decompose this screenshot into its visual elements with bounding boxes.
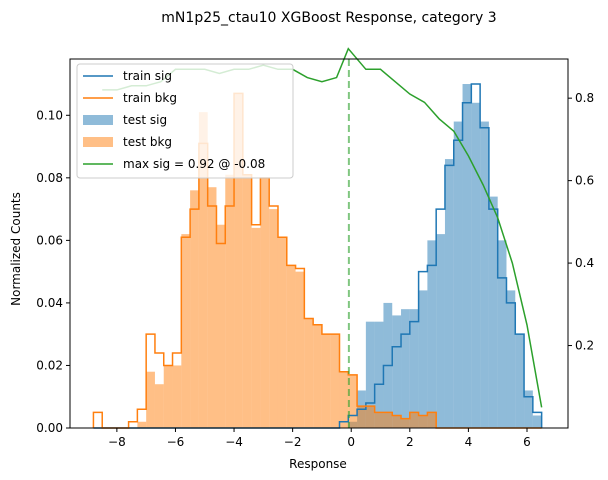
- hist-bar: [365, 406, 375, 428]
- chart-title: mN1p25_ctau10 XGBoost Response, category…: [161, 10, 496, 26]
- hist-bar: [146, 371, 155, 428]
- hist-bar: [365, 321, 375, 428]
- hist-bar: [339, 371, 349, 428]
- hist-bar: [190, 190, 199, 428]
- hist-bar: [401, 418, 410, 428]
- y2-tick-label: 0.2: [575, 339, 594, 353]
- hist-bar: [198, 112, 208, 429]
- hist-bar: [321, 334, 331, 428]
- hist-bar: [462, 84, 472, 428]
- hist-bar: [295, 271, 305, 428]
- y2-tick-label: 0.8: [575, 91, 594, 105]
- hist-bar: [137, 421, 147, 428]
- hist-bar: [409, 412, 419, 428]
- hist-bar: [418, 290, 428, 428]
- y-tick-label: 0.06: [36, 233, 63, 247]
- hist-bar: [374, 412, 384, 428]
- hist-bar: [480, 121, 489, 429]
- hist-bar: [409, 309, 419, 428]
- y-tick-label: 0.02: [36, 358, 63, 372]
- legend-label: train bkg: [123, 91, 177, 105]
- hist-bar: [304, 318, 314, 428]
- hist-bar: [251, 227, 261, 428]
- x-tick-label: 0: [347, 435, 355, 449]
- y2-tick-label: 0.4: [575, 256, 594, 270]
- y-tick-label: 0.00: [36, 421, 63, 435]
- x-tick-label: −4: [225, 435, 243, 449]
- hist-bar: [392, 415, 402, 428]
- hist-bar: [506, 290, 516, 428]
- hist-bar: [488, 196, 498, 428]
- legend-label: test bkg: [123, 135, 172, 149]
- x-tick-label: −6: [167, 435, 185, 449]
- hist-bar: [532, 415, 542, 428]
- y-tick-label: 0.10: [36, 108, 63, 122]
- y2-tick-label: 0.6: [575, 174, 594, 188]
- hist-bar: [181, 234, 191, 428]
- hist-bar: [348, 374, 358, 428]
- y-tick-label: 0.04: [36, 296, 63, 310]
- hist-bar: [392, 315, 402, 428]
- hist-bar: [497, 240, 507, 428]
- hist-bar: [225, 174, 235, 428]
- x-axis-label: Response: [289, 457, 347, 471]
- hist-bar: [216, 224, 226, 428]
- legend-label: max sig = 0.92 @ -0.08: [123, 157, 265, 171]
- hist-bar: [154, 384, 164, 428]
- hist-bar: [401, 309, 410, 428]
- series-1-bars: [137, 93, 437, 429]
- legend-box: [76, 63, 294, 179]
- hist-bar: [357, 406, 366, 428]
- step-line-1: [92, 92, 542, 429]
- hist-bar: [242, 174, 252, 428]
- hist-bar: [234, 93, 243, 428]
- x-tick-label: 6: [523, 435, 531, 449]
- hist-bar: [269, 209, 278, 428]
- hist-bar: [524, 390, 533, 428]
- legend-swatch: [83, 137, 113, 147]
- hist-bar: [330, 334, 340, 428]
- x-tick-label: −2: [284, 435, 302, 449]
- series-0-bars: [348, 84, 542, 429]
- hist-bar: [444, 159, 454, 428]
- axes-frame: [69, 58, 569, 429]
- y-tick-label: 0.08: [36, 171, 63, 185]
- plot-area: −8 −6 −4 −2 0 2 4 6 0.00 0.02 0.04 0.06 0.08 0.10 0.2 0…: [36, 47, 594, 449]
- hist-bar: [418, 415, 428, 428]
- hist-bar: [515, 334, 525, 428]
- hist-bar: [427, 412, 437, 428]
- hist-bar: [277, 237, 287, 428]
- legend-swatch: [83, 115, 113, 125]
- hist-bar: [260, 177, 270, 428]
- hist-bar: [374, 321, 384, 428]
- hist-bar: [313, 324, 322, 428]
- legend: train sig train bkg test sig test bkg max si…: [76, 63, 294, 179]
- y-axis-label: Normalized Counts: [9, 192, 23, 306]
- x-tick-label: 2: [406, 435, 414, 449]
- hist-bar: [172, 365, 182, 428]
- hist-bar: [471, 102, 481, 428]
- legend-label: test sig: [123, 113, 167, 127]
- hist-bar: [286, 265, 296, 428]
- x-tick-label: −8: [108, 435, 126, 449]
- hist-bar: [453, 121, 463, 429]
- hist-bar: [383, 412, 393, 428]
- hist-bar: [207, 187, 217, 428]
- legend-label: train sig: [123, 69, 172, 83]
- hist-bar: [436, 234, 445, 428]
- x-tick-label: 4: [465, 435, 473, 449]
- hist-bar: [427, 240, 437, 428]
- hist-bar: [163, 365, 173, 428]
